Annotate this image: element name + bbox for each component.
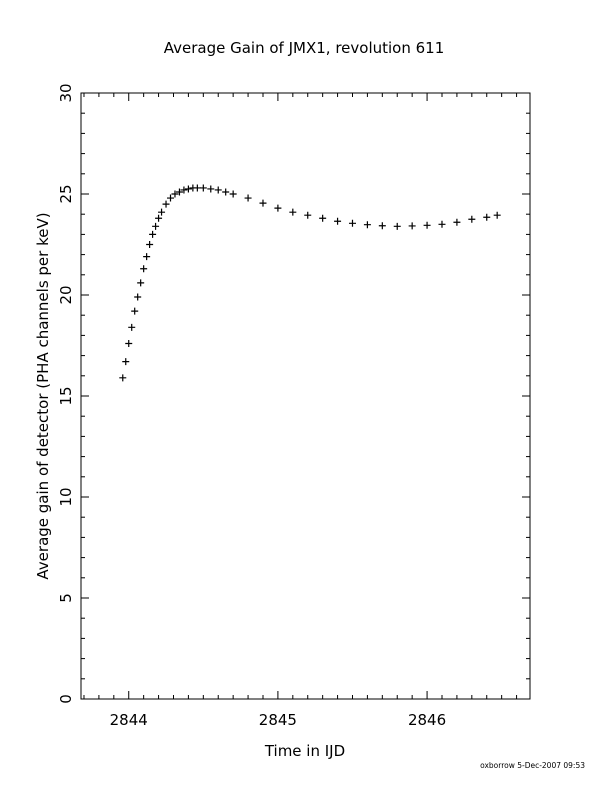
data-point-marker	[162, 200, 170, 208]
data-point-marker	[180, 186, 188, 194]
data-point-marker	[468, 215, 476, 223]
y-tick-label: 15	[57, 386, 75, 405]
data-point-marker	[348, 219, 356, 227]
x-tick-label: 2846	[408, 711, 446, 729]
data-point-marker	[122, 358, 130, 366]
y-tick-label: 10	[57, 487, 75, 506]
data-point-marker	[152, 222, 160, 230]
data-point-marker	[143, 253, 151, 261]
data-point-marker	[244, 194, 252, 202]
data-point-marker	[137, 279, 145, 287]
data-point-marker	[125, 339, 133, 347]
data-point-marker	[193, 184, 201, 192]
data-point-marker	[207, 185, 215, 193]
data-point-marker	[289, 208, 297, 216]
y-axis-title: Average gain of detector (PHA channels p…	[34, 212, 52, 579]
x-tick-label: 2844	[110, 711, 148, 729]
plot-frame	[80, 92, 531, 700]
data-point-marker	[438, 220, 446, 228]
data-point-marker	[158, 208, 166, 216]
data-point-marker	[259, 199, 267, 207]
chart-title: Average Gain of JMX1, revolution 611	[164, 39, 445, 57]
data-point-marker	[140, 265, 148, 273]
data-point-marker	[378, 222, 386, 230]
data-point-marker	[483, 213, 491, 221]
data-point-marker	[408, 222, 416, 230]
credit-line: oxborrow 5-Dec-2007 09:53	[480, 761, 585, 770]
data-markers	[119, 184, 501, 382]
data-point-marker	[214, 186, 222, 194]
y-tick-label: 30	[57, 83, 75, 102]
data-point-marker	[146, 241, 154, 248]
data-point-marker	[155, 214, 163, 222]
data-point-marker	[493, 211, 501, 219]
data-point-marker	[304, 211, 312, 219]
axis-tick-labels: 0 5 10 15 20 25 30 2844 2845 2846	[57, 83, 446, 729]
data-point-marker	[199, 184, 207, 192]
data-point-marker	[149, 230, 157, 238]
data-point-marker	[229, 190, 237, 198]
data-point-marker	[423, 221, 431, 229]
data-point-marker	[334, 217, 342, 225]
y-tick-label: 0	[57, 694, 75, 704]
x-axis-title: Time in IJD	[264, 742, 345, 760]
data-point-marker	[128, 323, 136, 331]
data-point-marker	[363, 221, 371, 229]
data-point-marker	[222, 188, 230, 196]
data-point-marker	[119, 374, 127, 382]
data-point-marker	[393, 222, 401, 230]
x-tick-label: 2845	[259, 711, 297, 729]
data-point-marker	[134, 293, 142, 301]
data-point-marker	[453, 218, 461, 226]
data-point-marker	[274, 204, 282, 212]
data-point-marker	[184, 185, 192, 193]
data-point-marker	[171, 190, 179, 198]
y-tick-label: 5	[57, 593, 75, 603]
axis-ticks	[81, 92, 530, 700]
data-point-marker	[131, 307, 139, 315]
data-point-marker	[167, 194, 175, 202]
y-tick-label: 25	[57, 184, 75, 203]
data-point-marker	[319, 214, 327, 222]
data-point-marker	[175, 188, 183, 196]
y-tick-label: 20	[57, 285, 75, 304]
